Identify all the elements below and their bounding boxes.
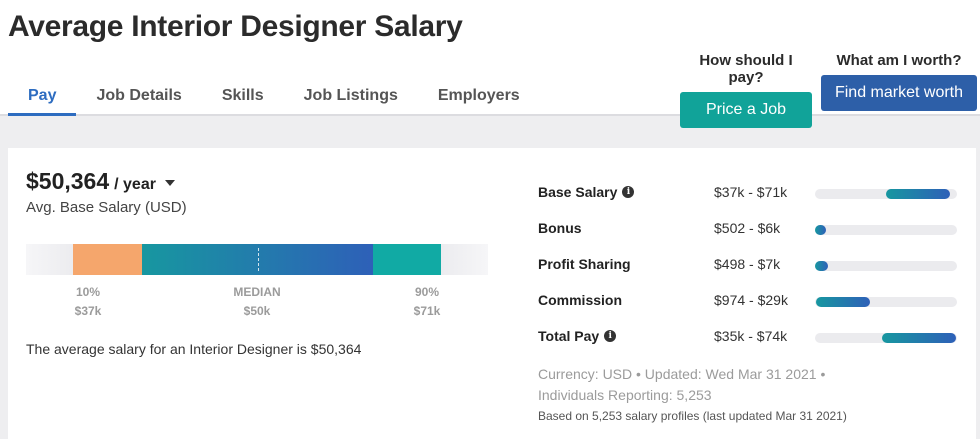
breakdown-label: Bonus — [538, 220, 582, 236]
average-salary: $50,364 / year — [26, 168, 175, 195]
range-segment-high — [373, 244, 441, 275]
breakdown-track — [815, 189, 957, 199]
chevron-down-icon[interactable] — [164, 180, 175, 186]
price-job-cta: How should I pay? Price a Job — [680, 52, 812, 128]
individuals-reporting: Individuals Reporting: 5,253 — [538, 387, 712, 403]
percentile-label: MEDIAN — [233, 285, 281, 299]
salary-profiles-note: Based on 5,253 salary profiles (last upd… — [538, 409, 847, 423]
price-a-job-button[interactable]: Price a Job — [680, 92, 812, 128]
percentile-label: 90% — [414, 285, 440, 299]
breakdown-fill — [882, 333, 956, 343]
breakdown-row-commission: Commission $974 - $29k — [538, 292, 968, 312]
info-icon[interactable]: i — [622, 186, 635, 198]
range-segment-low — [73, 244, 142, 275]
average-salary-sentence: The average salary for an Interior Desig… — [26, 341, 362, 357]
breakdown-row-total-pay: Total Pay i $35k - $74k — [538, 328, 968, 348]
tab-bar: Pay Job Details Skills Job Listings Empl… — [8, 76, 540, 116]
breakdown-label: Commission — [538, 292, 623, 308]
breakdown-track — [815, 225, 957, 235]
tab-job-details[interactable]: Job Details — [96, 87, 182, 104]
page-header: Average Interior Designer Salary Pay Job… — [0, 0, 980, 128]
breakdown-label: Total Pay — [538, 328, 600, 344]
breakdown-range: $498 - $7k — [714, 256, 781, 272]
breakdown-range: $974 - $29k — [714, 292, 788, 308]
percentile-value: $50k — [243, 304, 271, 318]
price-job-question: How should I pay? — [699, 52, 793, 86]
breakdown-range: $35k - $74k — [714, 328, 788, 344]
tab-pay[interactable]: Pay — [8, 76, 77, 116]
median-marker — [258, 248, 259, 271]
page-title: Average Interior Designer Salary — [8, 10, 463, 43]
percentile-median: MEDIAN $50k — [227, 283, 287, 321]
find-market-worth-button[interactable]: Find market worth — [821, 75, 977, 111]
breakdown-fill — [816, 297, 870, 307]
info-icon[interactable]: i — [604, 330, 617, 342]
breakdown-fill — [815, 225, 826, 235]
percentile-90: 90% $71k — [397, 283, 457, 321]
salary-card: $50,364 / year Avg. Base Salary (USD) 10… — [8, 148, 976, 439]
breakdown-track — [815, 297, 957, 307]
tab-job-listings[interactable]: Job Listings — [303, 87, 398, 104]
breakdown-range: $37k - $71k — [714, 184, 788, 200]
breakdown-row-bonus: Bonus $502 - $6k — [538, 220, 968, 240]
breakdown-fill — [886, 189, 950, 199]
market-worth-question: What am I worth? — [836, 52, 962, 69]
average-salary-value: $50,364 — [26, 168, 110, 194]
breakdown-label: Profit Sharing — [538, 256, 631, 272]
salary-range-bar — [26, 244, 488, 275]
market-worth-cta: What am I worth? Find market worth — [821, 52, 977, 111]
breakdown-label: Base Salary — [538, 184, 618, 200]
salary-metadata: Currency: USD • Updated: Wed Mar 31 2021… — [538, 364, 847, 426]
breakdown-row-profit-sharing: Profit Sharing $498 - $7k — [538, 256, 968, 276]
currency-updated: Currency: USD • Updated: Wed Mar 31 2021… — [538, 366, 826, 382]
pay-period-selector[interactable]: / year — [114, 176, 156, 193]
breakdown-fill — [815, 261, 828, 271]
range-segment-middle — [142, 244, 373, 275]
average-salary-subtitle: Avg. Base Salary (USD) — [26, 199, 187, 216]
tab-employers[interactable]: Employers — [437, 87, 520, 104]
percentile-label: 10% — [75, 285, 101, 299]
tab-skills[interactable]: Skills — [221, 87, 264, 104]
percentile-value: $37k — [74, 304, 102, 318]
breakdown-track — [815, 261, 957, 271]
breakdown-track — [815, 333, 957, 343]
breakdown-range: $502 - $6k — [714, 220, 781, 236]
percentile-10: 10% $37k — [58, 283, 118, 321]
breakdown-row-base-salary: Base Salary i $37k - $71k — [538, 184, 968, 204]
percentile-value: $71k — [413, 304, 441, 318]
